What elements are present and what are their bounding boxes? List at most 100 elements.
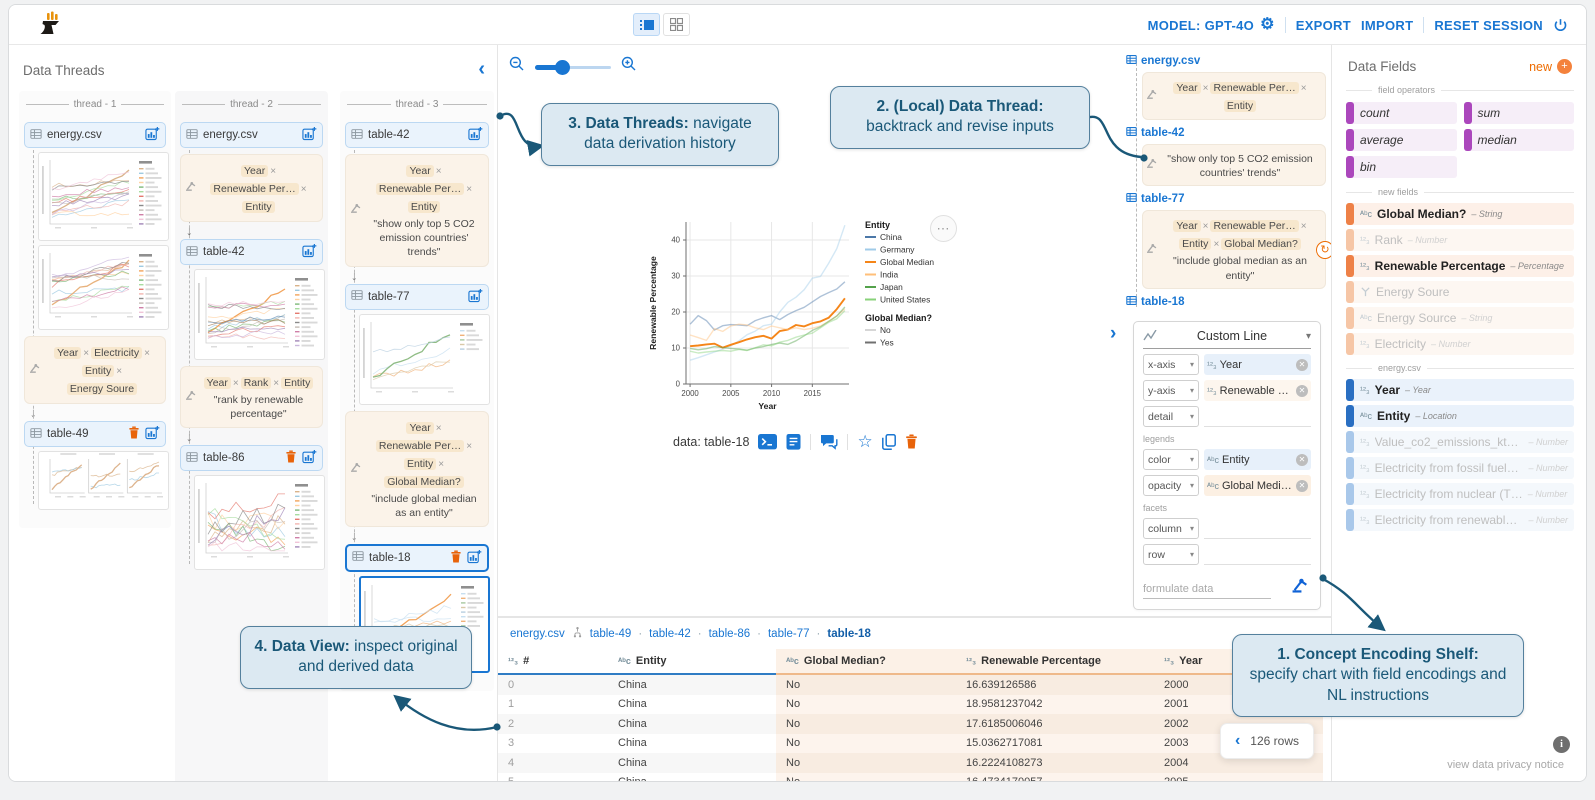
data-tab-table-86[interactable]: table-86 [708,627,751,640]
create-chart-icon[interactable] [145,126,160,144]
main-chart[interactable]: 0 10 20 30 40 2000 2005 2010 2015 Year Renewable P… [646,208,981,465]
prev-page-icon[interactable]: ‹ [1234,732,1241,749]
field-chip-electricity[interactable]: ¹²₃ Electricity – Number [1346,333,1574,355]
concept-field-chip[interactable]: Renewable Per… [1210,220,1299,233]
table-row[interactable]: 0 China No 16.639126586 2000 [498,675,1331,695]
data-tab-table-49[interactable]: table-49 [589,627,632,640]
concept-card[interactable]: Year ×Renewable Per… ×Entity "show only top… [345,154,489,267]
create-chart-icon[interactable] [302,126,317,144]
channel-value-color[interactable]: ᴬᵇc Entity ✕ [1204,449,1311,470]
concept-field-chip[interactable]: Renewable Per… [210,183,299,195]
concept-field-chip[interactable]: Energy Soure [66,383,138,395]
concept-field-chip[interactable]: Entity [1179,238,1212,251]
chart-thumbnail[interactable] [194,475,325,571]
field-chip-renewable-percentage[interactable]: ¹²₃ Renewable Percentage – Percentage [1346,255,1574,277]
thread-table-label-table-18[interactable]: table-18 [1126,295,1326,309]
concept-field-chip[interactable]: Entity [403,457,437,470]
field-chip-electricity-from-renewables-[interactable]: ¹²₃ Electricity from renewables … – Number [1346,509,1574,531]
operator-chip-count[interactable]: count [1346,102,1457,124]
remove-field-icon[interactable]: × [435,166,442,177]
concept-field-chip[interactable]: Global Median? [384,475,464,488]
remove-field-icon[interactable]: ✕ [1296,358,1308,371]
remove-field-icon[interactable]: × [1300,83,1307,94]
power-icon[interactable] [1553,18,1568,33]
field-chip-energy-source[interactable]: ᴬᵇc Energy Source – String [1346,307,1574,329]
concept-card[interactable]: Year×Renewable Per…×Entity×Global Median… [1142,210,1334,289]
concept-field-chip[interactable]: Entity [1223,100,1257,112]
data-tab-table-18[interactable]: table-18 [827,627,871,640]
remove-field-icon[interactable]: × [438,458,445,470]
table-card-energy.csv[interactable]: energy.csv [24,122,166,148]
reset-session-button[interactable]: RESET SESSION [1434,17,1543,33]
remove-field-icon[interactable]: × [1202,221,1209,233]
channel-value-row[interactable] [1204,544,1311,565]
data-tab-table-42[interactable]: table-42 [649,627,691,640]
concept-field-chip[interactable]: Entity [407,201,441,213]
remove-field-icon[interactable]: × [466,184,473,195]
import-button[interactable]: IMPORT [1360,17,1414,33]
code-terminal-icon[interactable] [758,433,778,450]
concept-card[interactable]: Year×Renewable Per…×Entity [180,154,323,222]
concept-field-chip[interactable]: Year [406,421,434,434]
field-chip-electricity-from-fossil-fuels-[interactable]: ¹²₃ Electricity from fossil fuels (… – Num… [1346,457,1574,479]
model-selector[interactable]: MODEL: GPT-4O ⚙ [1148,17,1275,33]
concept-card[interactable]: "show only top 5 CO2 emission countries'… [1142,144,1326,187]
channel-select-detail[interactable]: detail ▾ [1143,406,1199,427]
new-field-button[interactable]: new + [1529,59,1572,74]
remove-field-icon[interactable]: × [1300,221,1307,233]
remove-field-icon[interactable]: ✕ [1296,384,1308,397]
field-chip-entity[interactable]: ᴬᵇc Entity – Location [1346,405,1574,427]
concept-field-chip[interactable]: Renewable Per… [1210,82,1299,94]
field-chip-year[interactable]: ¹²₃ Year – Year [1346,379,1574,401]
concept-field-chip[interactable]: Global Median? [1221,238,1301,251]
collapse-panel-icon[interactable]: ‹ [478,58,485,80]
delete-table-icon[interactable] [450,550,462,566]
data-doc-icon[interactable] [786,433,801,450]
chat-icon[interactable] [820,434,838,450]
table-card-table-18[interactable]: table-18 [345,543,489,572]
data-tab-energy.csv[interactable]: energy.csv [510,627,565,640]
remove-field-icon[interactable]: × [435,422,442,434]
table-card-table-86[interactable]: table-86 [180,445,323,472]
chart-more-icon[interactable]: ⋯ [930,215,957,242]
delete-table-icon[interactable] [285,450,297,466]
table-row[interactable]: 4 China No 16.2224108273 2004 [498,753,1331,773]
field-chip-electricity-from-nuclear-t-[interactable]: ¹²₃ Electricity from nuclear (T… – Number [1346,483,1574,505]
channel-select-opacity[interactable]: opacity ▾ [1143,475,1199,496]
create-chart-icon[interactable] [145,425,160,443]
table-row[interactable]: 5ChinaNo16.47341700572005 [498,772,1331,781]
concept-field-chip[interactable]: Year [54,347,82,359]
remove-field-icon[interactable]: ✕ [1296,479,1308,492]
operator-chip-median[interactable]: median [1463,129,1574,151]
concept-field-chip[interactable]: Year [406,165,434,177]
export-button[interactable]: EXPORT [1295,17,1351,33]
chart-thumbnail[interactable] [194,269,325,360]
channel-value-x-axis[interactable]: ¹²₃ Year ✕ [1204,354,1311,375]
gear-icon[interactable]: ⚙ [1260,16,1275,33]
field-chip-global-median-[interactable]: ᴬᵇc Global Median? – String [1346,203,1574,225]
formulate-input[interactable]: formulate data [1143,583,1271,599]
zoom-in-icon[interactable] [621,56,637,77]
chart-type-selector[interactable]: Custom Line ▾ [1143,329,1311,349]
column-header-entity[interactable]: ᴬᵇc Entity [608,649,776,675]
delete-chart-icon[interactable] [905,434,918,449]
concept-field-chip[interactable]: Year [240,165,269,177]
chart-thumbnail[interactable] [38,451,169,510]
copy-icon[interactable] [881,433,896,450]
data-tab-table-77[interactable]: table-77 [767,627,810,640]
remove-field-icon[interactable]: × [232,378,239,389]
channel-select-x-axis[interactable]: x-axis ▾ [1143,354,1199,375]
table-card-table-77[interactable]: table-77 [345,283,489,310]
row-count-pager[interactable]: ‹ 126 rows [1219,723,1314,759]
table-lineage-icon[interactable] [572,626,583,641]
remove-field-icon[interactable]: × [83,348,90,359]
remove-field-icon[interactable]: × [1213,239,1220,251]
remove-field-icon[interactable]: × [270,166,277,177]
privacy-notice-link[interactable]: view data privacy notice [1447,759,1564,771]
table-card-table-42[interactable]: table-42 [180,239,323,265]
delete-table-icon[interactable] [128,426,140,442]
concept-field-chip[interactable]: Renewable Per… [375,439,465,452]
concept-card[interactable]: Year × Rank × Entity "rank by renewable perce… [180,366,323,429]
remove-field-icon[interactable]: × [1202,83,1209,94]
